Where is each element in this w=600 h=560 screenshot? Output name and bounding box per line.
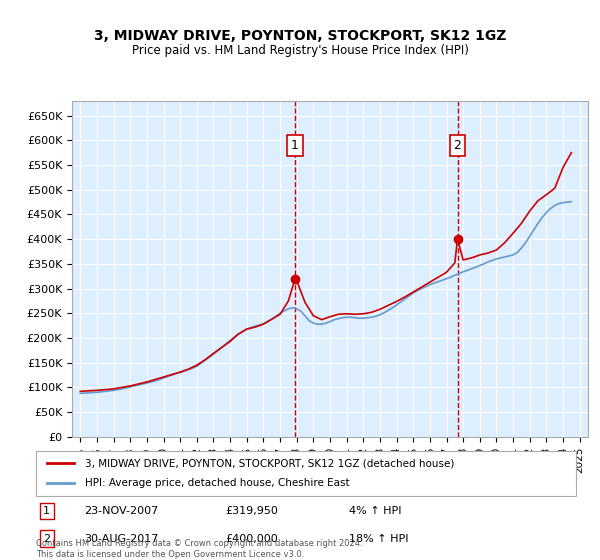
Text: 3, MIDWAY DRIVE, POYNTON, STOCKPORT, SK12 1GZ: 3, MIDWAY DRIVE, POYNTON, STOCKPORT, SK1…	[94, 29, 506, 44]
Text: 4% ↑ HPI: 4% ↑ HPI	[349, 506, 402, 516]
Text: 1: 1	[43, 506, 50, 516]
Text: 3, MIDWAY DRIVE, POYNTON, STOCKPORT, SK12 1GZ (detached house): 3, MIDWAY DRIVE, POYNTON, STOCKPORT, SK1…	[85, 458, 454, 468]
Text: HPI: Average price, detached house, Cheshire East: HPI: Average price, detached house, Ches…	[85, 478, 349, 488]
Text: 2: 2	[43, 534, 50, 544]
Text: £319,950: £319,950	[225, 506, 278, 516]
Text: 18% ↑ HPI: 18% ↑ HPI	[349, 534, 409, 544]
Text: 2: 2	[454, 139, 461, 152]
Text: 23-NOV-2007: 23-NOV-2007	[85, 506, 159, 516]
Text: Price paid vs. HM Land Registry's House Price Index (HPI): Price paid vs. HM Land Registry's House …	[131, 44, 469, 57]
Text: Contains HM Land Registry data © Crown copyright and database right 2024.
This d: Contains HM Land Registry data © Crown c…	[36, 539, 362, 559]
Text: £400,000: £400,000	[225, 534, 278, 544]
FancyBboxPatch shape	[36, 451, 576, 496]
Text: 1: 1	[291, 139, 299, 152]
Text: 30-AUG-2017: 30-AUG-2017	[85, 534, 159, 544]
